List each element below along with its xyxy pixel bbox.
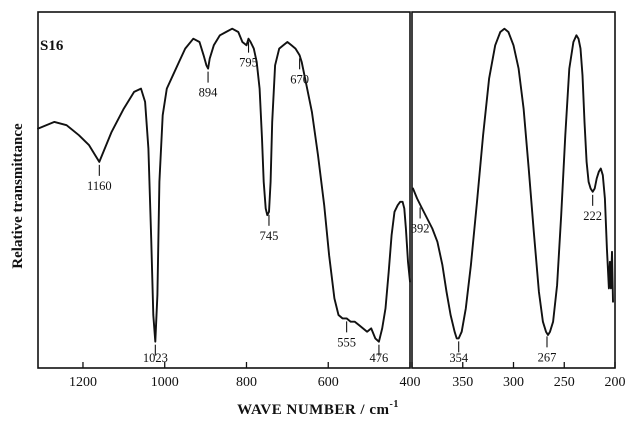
x-axis-label: WAVE NUMBER / cm-1 (237, 399, 399, 418)
panel-frame (411, 11, 616, 369)
peak-label: 354 (449, 351, 469, 365)
x-tick-label: 350 (452, 375, 473, 390)
peak-label: 555 (337, 335, 356, 349)
peak-label: 392 (411, 221, 430, 235)
peak-label: 222 (583, 209, 602, 223)
peak-label: 745 (260, 229, 279, 243)
spectrum-panels: 1200 1000 800 600 400 1160 1023 894 795 745 670 555… (37, 11, 626, 390)
peak-label: 795 (239, 56, 258, 70)
spectrum-line-1 (412, 27, 614, 340)
panel-1: 1200 1000 800 600 400 1160 1023 894 795 745 670 555… (37, 11, 421, 390)
panel-2: 350 300 250 200 392 354 267 222 (411, 11, 626, 390)
x-tick-label: 1200 (69, 375, 97, 390)
y-axis-label: Relative transmittance (10, 123, 26, 269)
sample-label-text: S16 (40, 38, 64, 54)
peak-label: 670 (290, 72, 309, 86)
x-tick-label: 250 (554, 375, 575, 390)
peak-label: 476 (370, 351, 389, 365)
peak-label: 267 (538, 350, 557, 364)
x-tick-label: 800 (236, 375, 257, 390)
x-tick-label: 1000 (151, 375, 179, 390)
sample-label: S16 (40, 38, 64, 54)
spectrum-line-1 (37, 27, 411, 343)
x-tick-label: 200 (605, 375, 626, 390)
x-axis-label-superscript: -1 (389, 399, 398, 410)
x-axis-label-main: WAVE NUMBER / cm (237, 402, 389, 418)
x-tick-label: 400 (400, 375, 421, 390)
peak-label: 1160 (87, 179, 112, 193)
x-tick-label: 600 (318, 375, 339, 390)
peak-label: 894 (199, 86, 219, 100)
peak-label: 1023 (143, 351, 168, 365)
x-tick-label: 300 (503, 375, 524, 390)
panel-frame (37, 11, 411, 369)
